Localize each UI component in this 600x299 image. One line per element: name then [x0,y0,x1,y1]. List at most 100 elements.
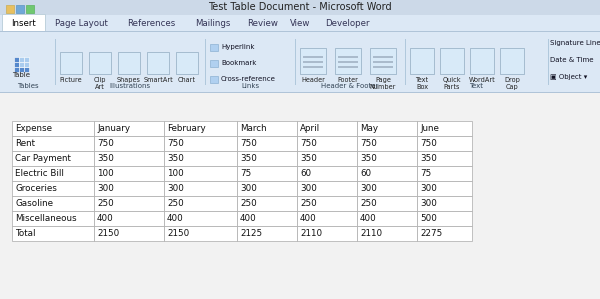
Text: 2110: 2110 [360,229,382,238]
Bar [237,136,297,151]
Bar [470,48,494,74]
Bar [164,181,237,196]
Text: View: View [290,19,311,28]
Text: 75: 75 [240,169,251,178]
Bar [94,181,164,196]
Bar [164,151,237,166]
Text: Bookmark: Bookmark [221,60,256,66]
Bar [410,48,434,74]
Text: 300: 300 [300,184,317,193]
Bar [357,136,417,151]
Text: Test Table Document - Microsoft Word: Test Table Document - Microsoft Word [208,2,392,13]
Text: Table: Table [12,72,30,78]
Bar [89,52,111,74]
Text: Signature Line ▾: Signature Line ▾ [550,40,600,46]
Bar [0,15,600,31]
Text: Clip
Art: Clip Art [94,77,106,90]
Text: February: February [167,124,206,133]
Bar [300,48,326,74]
Bar [118,52,140,74]
Bar [373,61,393,63]
Bar [417,226,472,241]
Text: Gasoline: Gasoline [15,199,53,208]
Text: 350: 350 [360,154,377,163]
Bar [2,14,45,31]
Bar [370,48,396,74]
Bar [303,61,323,63]
Bar [357,226,417,241]
Text: 2110: 2110 [300,229,322,238]
Text: Page Layout: Page Layout [55,19,108,28]
Text: 400: 400 [240,214,257,223]
Text: May: May [360,124,378,133]
Text: 250: 250 [167,199,184,208]
Text: Illustrations: Illustrations [109,83,151,89]
Bar [357,166,417,181]
Bar [12,136,94,151]
Text: 75: 75 [420,169,431,178]
Bar [19,57,24,62]
Text: 2275: 2275 [420,229,442,238]
Bar [237,121,297,136]
Text: SmartArt: SmartArt [143,77,173,83]
Bar [303,56,323,58]
Text: Drop
Cap: Drop Cap [504,77,520,90]
Bar [373,66,393,68]
Bar [338,61,358,63]
Text: Rent: Rent [15,139,35,148]
Bar [164,211,237,226]
Bar [297,211,357,226]
Text: 60: 60 [300,169,311,178]
Text: 750: 750 [167,139,184,148]
Text: ▣ Object ▾: ▣ Object ▾ [550,74,587,80]
Bar [94,226,164,241]
Bar [14,62,19,67]
Bar [440,48,464,74]
Text: References: References [127,19,176,28]
Bar [210,44,218,51]
Text: 400: 400 [360,214,377,223]
Bar [16,5,24,13]
Text: 100: 100 [167,169,184,178]
Text: Footer: Footer [338,77,358,83]
Bar [417,211,472,226]
Text: Car Payment: Car Payment [15,154,71,163]
Bar [210,76,218,83]
Bar [164,196,237,211]
Bar [237,181,297,196]
Text: 350: 350 [167,154,184,163]
Text: 60: 60 [360,169,371,178]
Text: Groceries: Groceries [15,184,57,193]
Bar [12,181,94,196]
Text: 350: 350 [300,154,317,163]
Bar [297,226,357,241]
Text: 100: 100 [97,169,114,178]
Text: Miscellaneous: Miscellaneous [15,214,77,223]
Bar [335,48,361,74]
Bar [94,121,164,136]
Bar [12,166,94,181]
Bar [26,5,34,13]
Text: 400: 400 [300,214,317,223]
Bar [0,31,600,32]
Text: 300: 300 [240,184,257,193]
Bar [237,211,297,226]
Text: Page
Number: Page Number [370,77,396,90]
Text: Text: Text [470,83,484,89]
Bar [24,67,29,72]
Bar [404,39,406,85]
Bar [176,52,198,74]
Text: 300: 300 [420,184,437,193]
Bar [6,5,14,13]
Bar [164,166,237,181]
Bar [237,151,297,166]
Text: Header: Header [301,77,325,83]
Bar [297,181,357,196]
Bar [60,52,82,74]
Bar [12,196,94,211]
Text: Insert: Insert [11,19,36,28]
Bar [6,5,14,13]
Text: 750: 750 [420,139,437,148]
Bar [94,136,164,151]
Text: 400: 400 [97,214,114,223]
